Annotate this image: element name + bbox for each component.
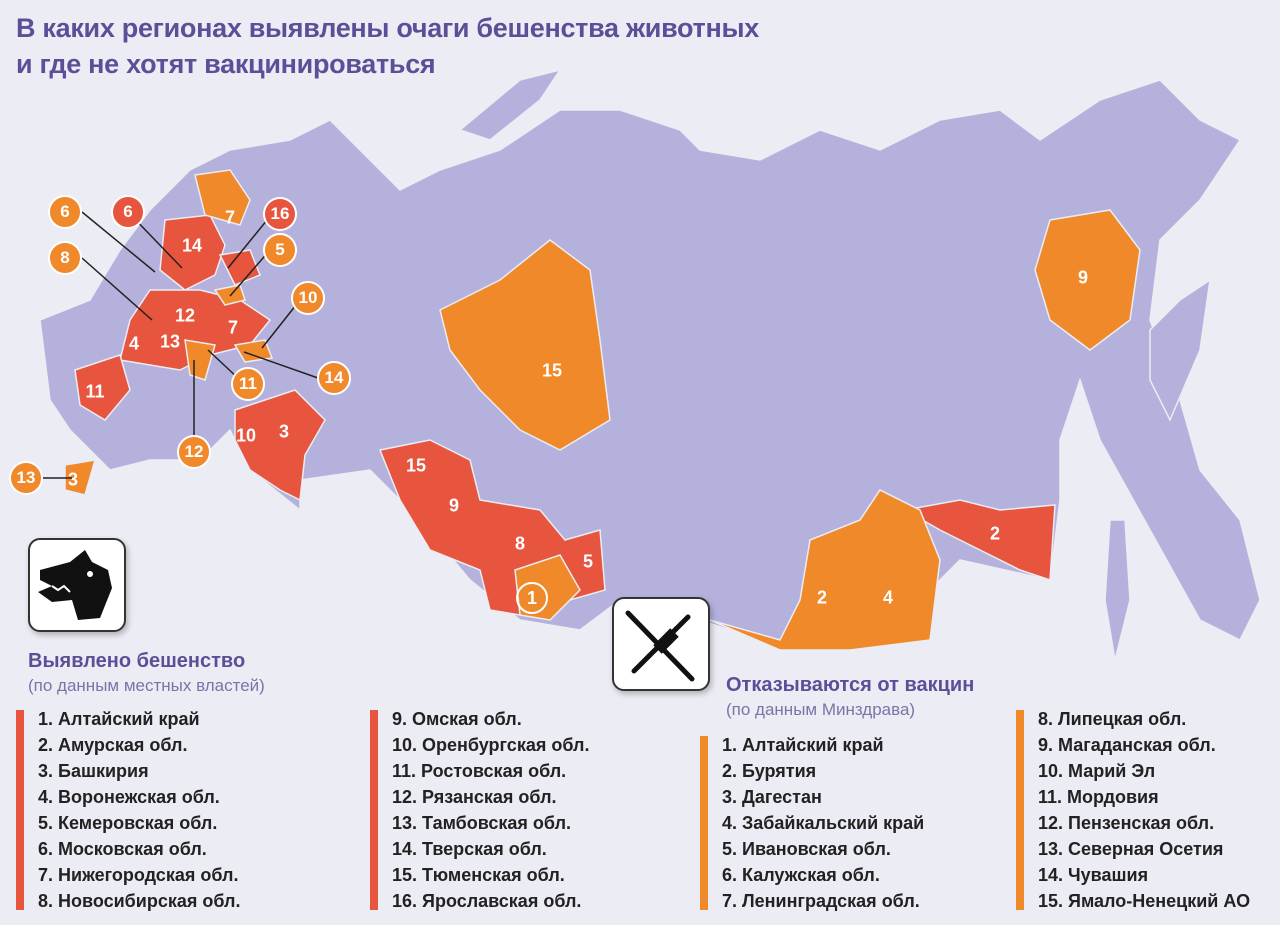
title-line-1: В каких регионах выявлены очаги бешенств…: [16, 13, 759, 43]
list-item: 11. Ростовская обл.: [392, 761, 567, 781]
rabid-dog-icon-box: [28, 538, 126, 632]
list-item: 4. Воронежская обл.: [38, 787, 220, 807]
list-item: 1. Алтайский край: [722, 735, 884, 755]
map-label-rabies: 5: [582, 551, 594, 572]
list-item: 12. Пензенская обл.: [1038, 813, 1215, 833]
map-marker-refuse: 6: [48, 195, 82, 229]
legend-rabies-list-2: 9. Омская обл. 10. Оренбургская обл. 11.…: [370, 706, 589, 914]
map-marker-refuse: 8: [48, 241, 82, 275]
list-item: 3. Башкирия: [38, 761, 149, 781]
list-item: 2. Амурская обл.: [38, 735, 188, 755]
list-item: 7. Ленинградская обл.: [722, 891, 920, 911]
map-label-rabies: 3: [278, 421, 290, 442]
map-label-rabies: 12: [174, 305, 196, 326]
list-item: 13. Тамбовская обл.: [392, 813, 572, 833]
list-item: 14. Чувашия: [1038, 865, 1149, 885]
region-refuse-magadan: [1034, 209, 1141, 351]
kamchatka: [1149, 278, 1211, 422]
region-rabies-orenburg-bashkiria: [234, 389, 326, 502]
region-refuse-yamal: [439, 239, 611, 451]
list-item: 5. Ивановская обл.: [722, 839, 891, 859]
list-item: 1. Алтайский край: [38, 709, 200, 729]
list-item: 15. Ямало-Ненецкий АО: [1038, 891, 1251, 911]
map-label-refuse: 9: [1077, 267, 1089, 288]
map-marker-rabies: 16: [263, 197, 297, 231]
map-marker-rabies: 6: [111, 195, 145, 229]
map-marker-refuse: 11: [231, 367, 265, 401]
map-label-refuse: 2: [816, 587, 828, 608]
legend-rabies-heading: Выявлено бешенство: [28, 650, 246, 672]
list-item: 8. Новосибирская обл.: [38, 891, 241, 911]
map-marker-refuse: 12: [177, 435, 211, 469]
novaya-zemlya: [458, 68, 562, 141]
list-item: 16. Ярославская обл.: [392, 891, 582, 911]
list-item: 12. Рязанская обл.: [392, 787, 557, 807]
title-line-2: и где не хотят вакцинироваться: [16, 49, 436, 79]
list-item: 7. Нижегородская обл.: [38, 865, 239, 885]
map-label-rabies: 14: [181, 235, 203, 256]
list-item: 8. Липецкая обл.: [1038, 709, 1187, 729]
region-rabies-yaroslavl: [218, 249, 261, 286]
sakhalin: [1104, 519, 1131, 661]
crossed-syringe-icon-box: [612, 597, 710, 691]
legend-rabies-source: (по данным местных властей): [28, 676, 265, 695]
list-item: 5. Кемеровская обл.: [38, 813, 218, 833]
page-title: В каких регионах выявлены очаги бешенств…: [16, 10, 759, 82]
map-label-refuse: 7: [224, 207, 236, 228]
legend-refuse-list-2: 8. Липецкая обл. 9. Магаданская обл. 10.…: [1016, 706, 1250, 914]
list-item: 14. Тверская обл.: [392, 839, 547, 859]
list-item: 9. Магаданская обл.: [1038, 735, 1216, 755]
region-rabies-rostov: [74, 354, 131, 421]
map-marker-refuse: 5: [263, 233, 297, 267]
rabid-dog-icon: [38, 550, 112, 620]
region-refuse-buryatia-zabaikalsky: [709, 489, 941, 651]
map-label-refuse: 15: [541, 360, 563, 381]
region-refuse-dagestan: [64, 459, 97, 496]
map-label-rabies: 10: [235, 425, 257, 446]
list-item: 15. Тюменская обл.: [392, 865, 565, 885]
map-label-refuse: 1: [516, 582, 548, 614]
region-rabies-amur: [902, 499, 1056, 582]
list-item: 9. Омская обл.: [392, 709, 522, 729]
list-item: 11. Мордовия: [1038, 787, 1159, 807]
list-item: 2. Бурятия: [722, 761, 817, 781]
crossed-syringe-icon: [625, 610, 695, 682]
map-marker-refuse: 10: [291, 281, 325, 315]
list-item: 10. Марий Эл: [1038, 761, 1156, 781]
legend-rabies-list-1: 1. Алтайский край 2. Амурская обл. 3. Ба…: [16, 706, 240, 914]
legend-refuse-heading: Отказываются от вакцин: [726, 674, 975, 696]
list-item: 3. Дагестан: [722, 787, 822, 807]
region-refuse-chuvashia: [233, 339, 274, 363]
list-item: 10. Оренбургская обл.: [392, 735, 590, 755]
map-label-rabies: 4: [128, 333, 140, 354]
map-marker-refuse: 14: [317, 361, 351, 395]
map-marker-refuse: 13: [9, 461, 43, 495]
region-refuse-leningrad: [194, 169, 251, 226]
list-item: 6. Московская обл.: [38, 839, 207, 859]
map-label-rabies: 2: [989, 523, 1001, 544]
list-item: 4. Забайкальский край: [722, 813, 925, 833]
map-label-rabies: 8: [514, 533, 526, 554]
map-label-refuse: 4: [882, 587, 894, 608]
map-label-rabies: 13: [159, 331, 181, 352]
map-label-refuse: 3: [67, 469, 79, 490]
list-item: 6. Калужская обл.: [722, 865, 880, 885]
map-label-rabies: 7: [227, 317, 239, 338]
legend-refuse-list-1: 1. Алтайский край 2. Бурятия 3. Дагестан…: [700, 732, 924, 914]
list-item: 13. Северная Осетия: [1038, 839, 1224, 859]
map-label-rabies: 9: [448, 495, 460, 516]
region-refuse-volga: [184, 339, 216, 381]
legend-refuse-source: (по данным Минздрава): [726, 700, 916, 719]
map-label-rabies: 15: [405, 455, 427, 476]
map-label-rabies: 11: [85, 381, 105, 402]
